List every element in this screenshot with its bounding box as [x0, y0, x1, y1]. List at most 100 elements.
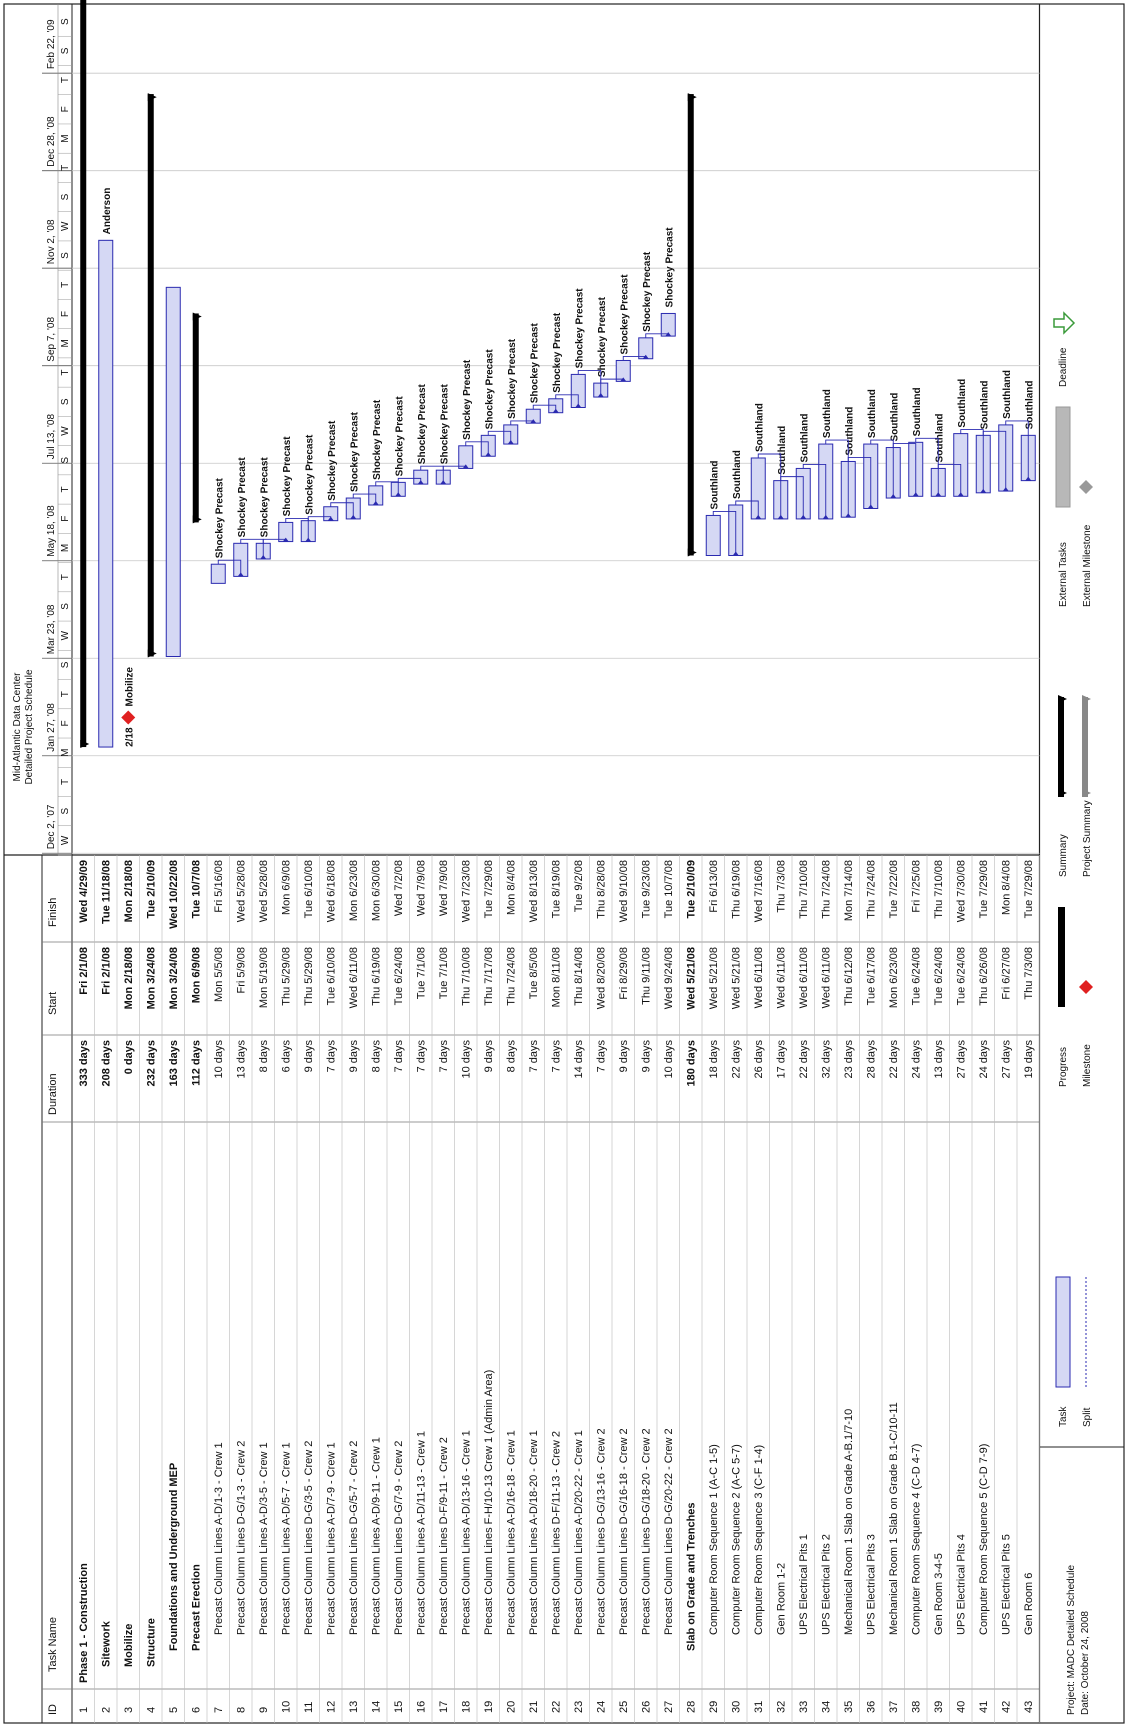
table-row: 36 UPS Electrical Pits 3 28 days Tue 6/17/0…	[866, 855, 883, 1723]
table-row: 3 Mobilize 0 days Mon 2/18/08 Mon 2/18/08	[123, 855, 140, 1723]
task-resource-label: Southland	[867, 389, 878, 438]
task-start: Wed 6/11/08	[753, 947, 765, 1008]
timeline-major-label: Dec 28, '08	[46, 116, 57, 167]
dependency-link	[240, 538, 264, 559]
schedule-title-line1: Mid-Atlantic Data Center	[12, 672, 23, 782]
legend-project-summary-swatch	[1082, 697, 1088, 797]
task-resource-label: Shockey Precast	[484, 349, 495, 430]
task-finish: Thu 8/28/08	[596, 860, 608, 919]
task-start: Tue 7/1/08	[438, 947, 450, 999]
legend-milestone: Milestone	[1082, 1044, 1093, 1087]
table-row: 17 Precast Column Lines D-F/9-11 - Crew 2…	[438, 855, 455, 1723]
task-name: UPS Electrical Pits 3	[866, 1534, 878, 1635]
task-finish: Wed 6/18/08	[326, 860, 338, 922]
dependency-arrow	[867, 504, 874, 509]
task-start: Tue 6/24/08	[933, 947, 945, 1005]
dependency-link	[937, 463, 962, 497]
task-name: Foundations and Underground MEP	[168, 1463, 180, 1651]
task-id: 43	[1023, 1701, 1035, 1713]
task-name: Precast Erection	[191, 1564, 203, 1651]
task-duration: 7 days	[551, 1040, 563, 1073]
legend-summary-swatch	[1058, 697, 1064, 797]
summary-end-cap	[192, 312, 202, 321]
task-finish: Fri 7/25/08	[911, 860, 923, 913]
task-resource-label: Southland	[957, 379, 968, 428]
task-name: UPS Electrical Pits 1	[798, 1534, 810, 1635]
task-duration: 7 days	[438, 1040, 450, 1073]
task-finish: Wed 7/2/08	[393, 860, 405, 916]
task-name: Precast Column Lines D-G/7-9 - Crew 2	[393, 1441, 405, 1635]
task-name: Precast Column Lines D-G/1-3 - Crew 2	[236, 1441, 248, 1635]
dependency-link	[487, 430, 512, 445]
legend: Task Split Progress Milestone Summary Pr…	[1053, 311, 1093, 1427]
task-resource-label: Shockey Precast	[462, 359, 473, 440]
task-id: 7	[213, 1707, 225, 1713]
task-finish: Tue 9/23/08	[641, 860, 653, 918]
dependency-arrow	[440, 480, 447, 485]
dependency-arrow	[530, 419, 537, 424]
task-duration: 26 days	[753, 1040, 765, 1079]
timeline-major-label: Dec 2, '07	[46, 804, 57, 849]
task-name: Precast Column Lines A-D/3-5 - Crew 1	[258, 1442, 270, 1635]
dependency-link	[712, 511, 737, 556]
column-header-id: ID	[47, 1704, 59, 1715]
task-start: Tue 8/5/08	[528, 947, 540, 999]
column-header-duration: Duration	[47, 1073, 59, 1115]
task-id: 9	[258, 1707, 270, 1713]
task-id: 21	[528, 1701, 540, 1713]
dependency-arrow	[485, 452, 492, 457]
task-duration: 9 days	[303, 1040, 315, 1073]
task-duration: 18 days	[708, 1040, 720, 1079]
table-row: 43 Gen Room 6 19 days Thu 7/3/08 Tue 7/29/08	[1023, 855, 1040, 1723]
dependency-link	[802, 463, 827, 519]
sheet-border	[3, 3, 1125, 1724]
dependency-arrow	[575, 403, 582, 408]
task-duration: 24 days	[911, 1040, 923, 1079]
task-start: Mon 5/5/08	[213, 947, 225, 1002]
task-name: Phase 1 - Construction	[78, 1563, 90, 1683]
dependency-link	[757, 453, 782, 519]
task-start: Mon 3/24/08	[146, 947, 158, 1009]
gantt-bars: Anderson 2/18 Mobilize Shockey Precast Shock…	[80, 0, 1036, 749]
task-start: Wed 5/21/08	[686, 947, 698, 1010]
task-finish: Thu 7/10/08	[798, 860, 810, 919]
timeline-minor-label: W	[60, 630, 71, 640]
task-resource-label: Southland	[822, 389, 833, 438]
task-start: Mon 6/9/08	[191, 947, 203, 1003]
table-row: 19 Precast Column Lines F-H/10-13 Crew 1 …	[483, 855, 500, 1723]
timeline-minor-label: S	[60, 47, 71, 54]
task-resource-label: Shockey Precast	[664, 227, 675, 308]
legend-deadline: Deadline	[1058, 347, 1069, 387]
task-name: Precast Column Lines A-D/13-16 - Crew 1	[461, 1430, 473, 1635]
table-row: 5 Foundations and Underground MEP 163 days…	[168, 855, 185, 1723]
task-finish: Tue 7/29/08	[483, 860, 495, 918]
column-header-finish: Finish	[47, 898, 59, 927]
task-start: Thu 6/12/08	[843, 947, 855, 1006]
table-row: 42 UPS Electrical Pits 5 27 days Fri 6/27/0…	[1001, 855, 1018, 1723]
task-resource-label: Shockey Precast	[439, 383, 450, 464]
task-resource-label: Anderson	[102, 188, 113, 235]
task-name: Mechanical Room 1 Slab on Grade A-B.1/7-…	[843, 1409, 855, 1635]
dependency-arrow	[912, 492, 919, 497]
dependency-arrow	[1025, 476, 1032, 481]
task-id: 41	[978, 1701, 990, 1713]
task-finish: Tue 10/7/08	[663, 860, 675, 918]
timeline-minor-label: T	[60, 369, 71, 375]
task-finish: Wed 7/9/08	[438, 860, 450, 916]
table-row: 31 Computer Room Sequence 3 (C-F 1-4) 26 d…	[753, 855, 770, 1723]
task-start: Mon 6/23/08	[888, 947, 900, 1008]
schedule-title-line2: Detailed Project Schedule	[24, 669, 35, 785]
milestone-diamond	[121, 710, 136, 725]
table-row: 12 Precast Column Lines A-D/7-9 - Crew 1 7…	[326, 855, 343, 1723]
legend-task: Task	[1058, 1405, 1069, 1427]
task-finish: Wed 5/28/08	[236, 860, 248, 922]
task-finish: Thu 7/24/08	[866, 860, 878, 919]
dependency-link	[960, 429, 984, 493]
task-resource-label: Southland	[709, 461, 720, 510]
table-row: 32 Gen Room 1-2 17 days Wed 6/11/08 Thu 7/3/…	[776, 855, 793, 1723]
task-duration: 22 days	[888, 1040, 900, 1079]
task-duration: 208 days	[101, 1040, 113, 1086]
task-duration: 7 days	[326, 1040, 338, 1073]
milestone-resource-label: Mobilize	[124, 667, 135, 707]
task-start: Wed 5/21/08	[708, 947, 720, 1009]
